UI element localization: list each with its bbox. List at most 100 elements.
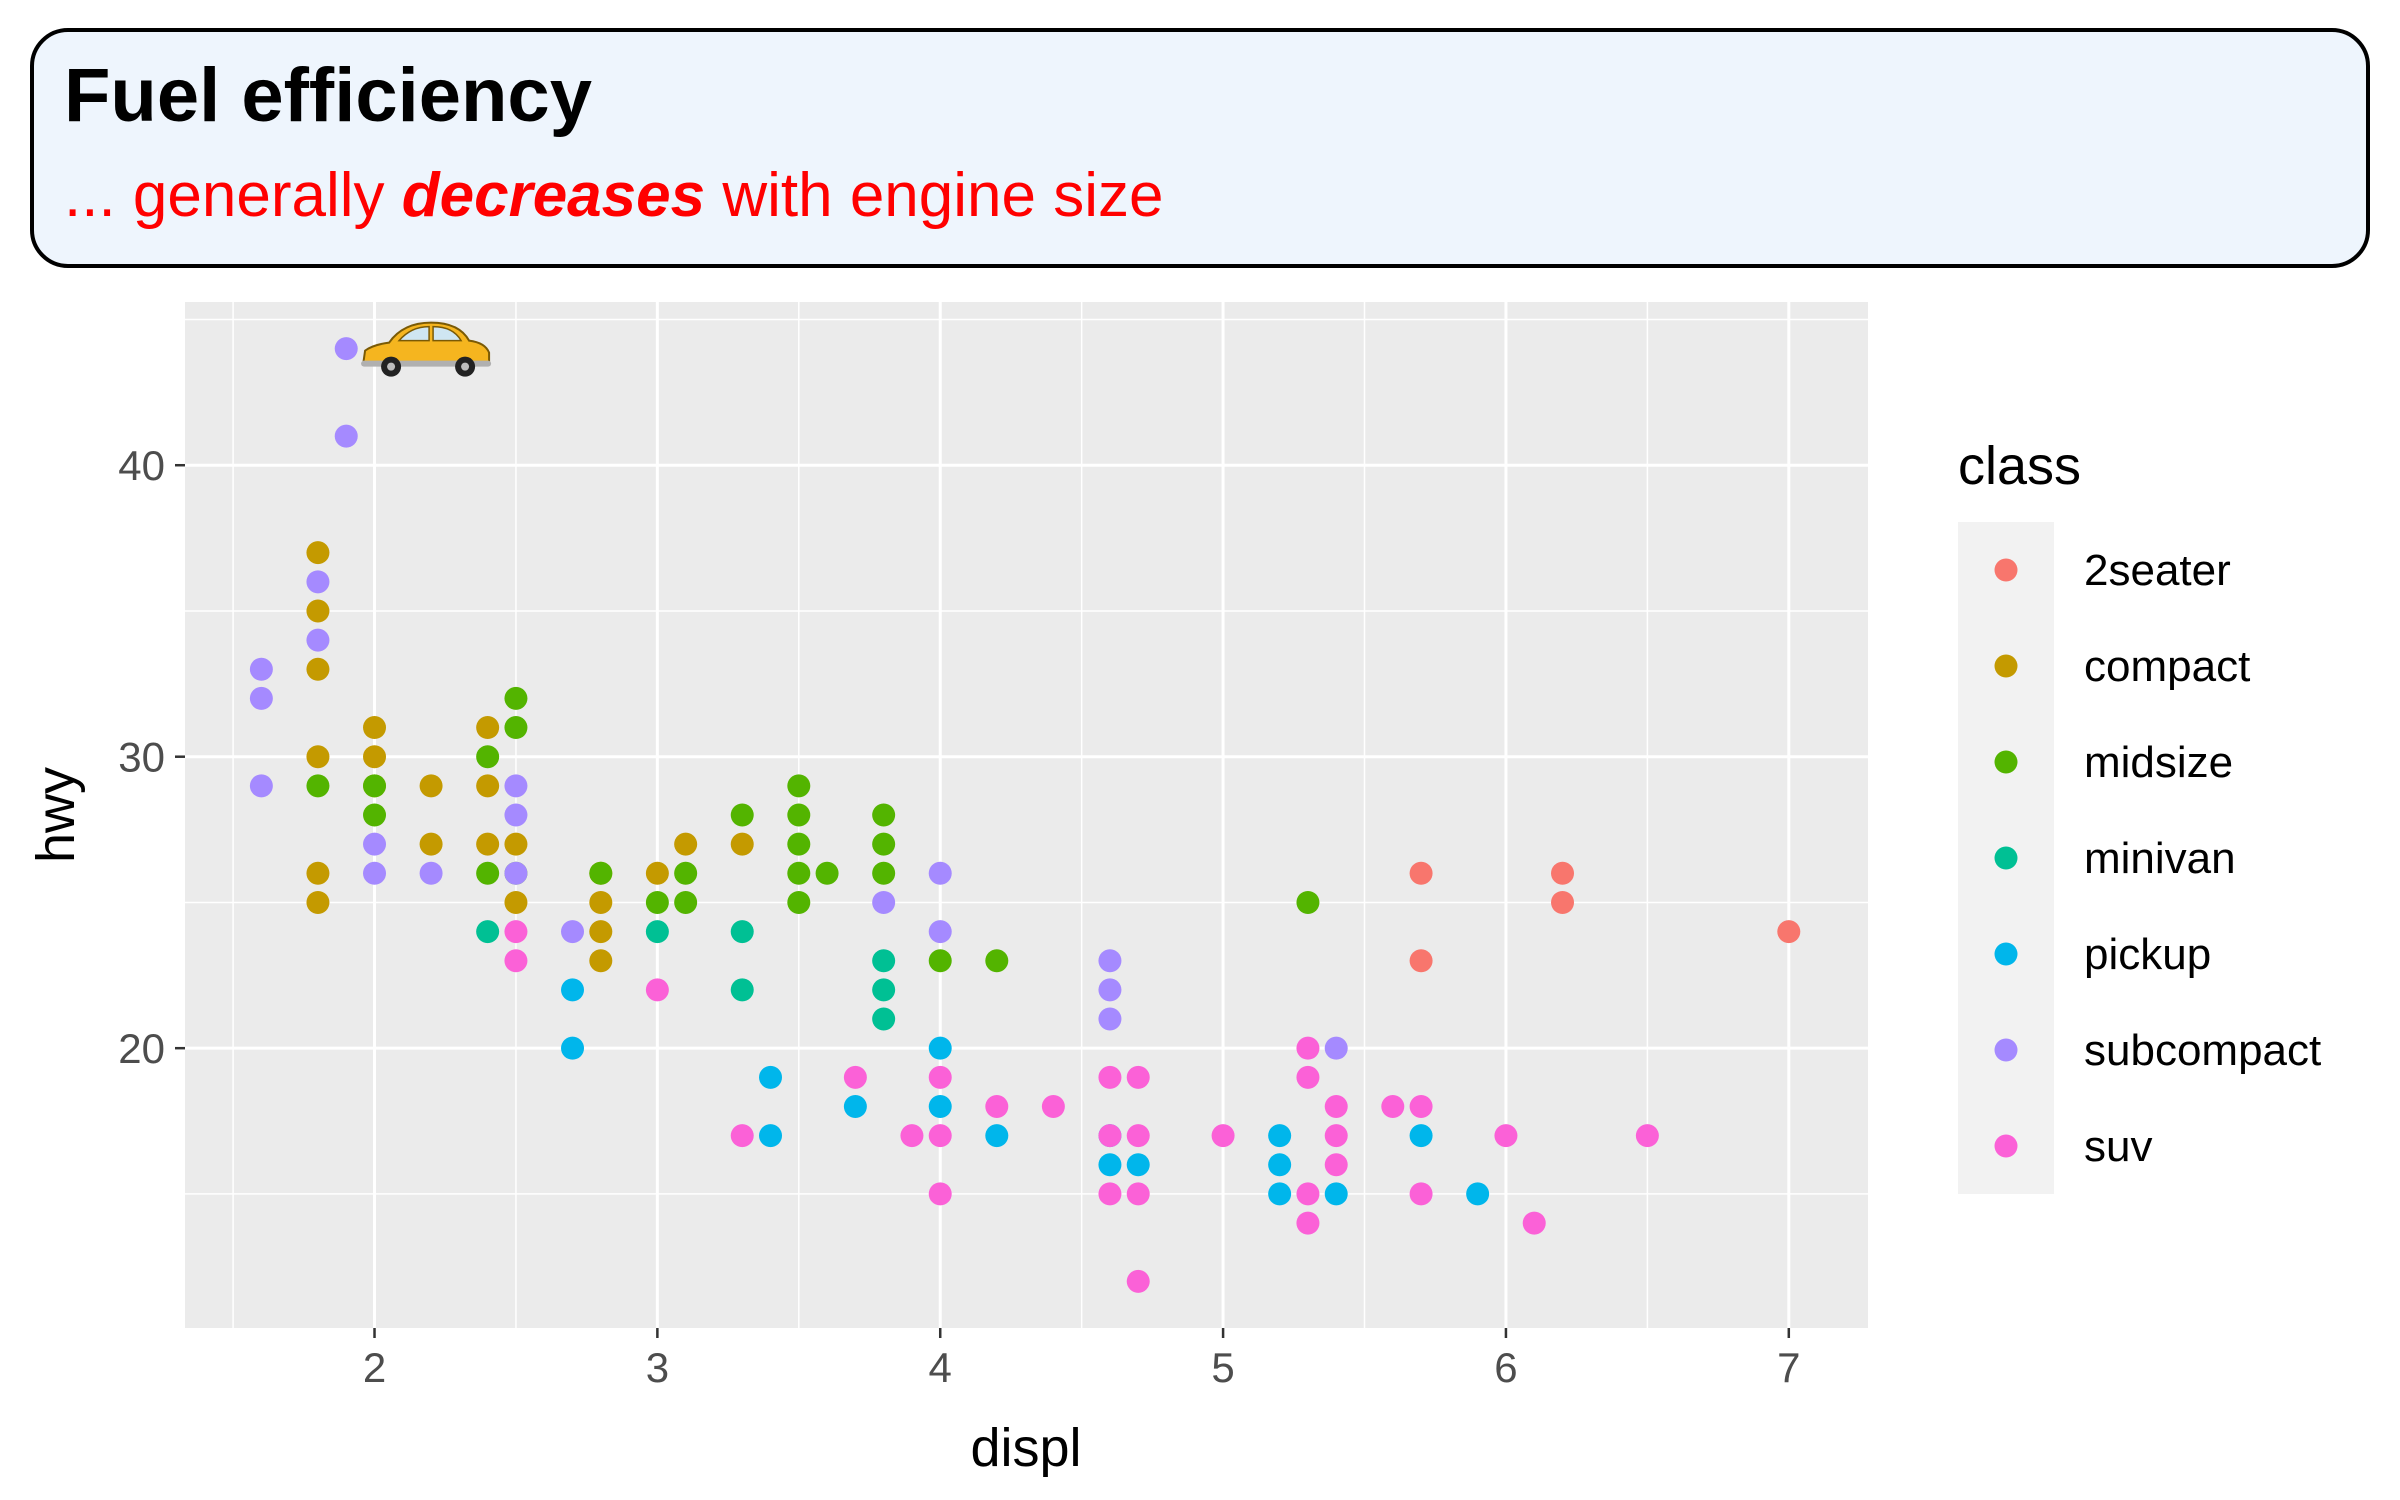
data-point-subcompact <box>1098 949 1122 973</box>
annotation-layer <box>361 321 492 377</box>
subtitle-prefix: ... generally <box>64 161 402 230</box>
data-point-subcompact <box>928 861 952 885</box>
data-point-minivan <box>872 1007 896 1031</box>
legend-key-compact <box>1994 654 2018 678</box>
data-point-pickup <box>1268 1124 1292 1148</box>
x-axis-title: displ <box>970 1418 1081 1478</box>
legend-label-suv: suv <box>2084 1122 2152 1171</box>
data-point-suv <box>1522 1211 1546 1235</box>
data-point-midsize <box>363 803 387 827</box>
data-point-suv <box>1098 1124 1122 1148</box>
legend-label-minivan: minivan <box>2084 834 2236 883</box>
grid-lines <box>185 302 1868 1328</box>
data-point-suv <box>1041 1094 1065 1118</box>
data-point-suv <box>1126 1065 1150 1089</box>
data-point-subcompact <box>306 628 330 652</box>
data-point-subcompact <box>561 920 585 944</box>
data-point-compact <box>674 832 698 856</box>
data-point-midsize <box>787 803 811 827</box>
legend-label-compact: compact <box>2084 642 2250 691</box>
y-tick-label: 40 <box>118 442 165 489</box>
data-point-suv <box>985 1094 1009 1118</box>
data-point-suv <box>730 1124 754 1148</box>
data-point-midsize <box>504 686 528 710</box>
data-point-subcompact <box>504 861 528 885</box>
data-point-pickup <box>928 1036 952 1060</box>
data-point-compact <box>645 861 669 885</box>
data-point-compact <box>363 716 387 740</box>
data-point-2seater <box>1777 920 1801 944</box>
data-point-midsize <box>787 861 811 885</box>
data-point-midsize <box>306 774 330 798</box>
data-point-midsize <box>363 774 387 798</box>
data-point-compact <box>419 832 443 856</box>
data-point-subcompact <box>306 570 330 594</box>
data-point-subcompact <box>1324 1036 1348 1060</box>
data-point-suv <box>1635 1124 1659 1148</box>
data-point-suv <box>900 1124 924 1148</box>
data-point-suv <box>1126 1124 1150 1148</box>
data-point-minivan <box>730 978 754 1002</box>
data-point-pickup <box>843 1094 867 1118</box>
data-point-midsize <box>872 861 896 885</box>
legend-label-pickup: pickup <box>2084 930 2211 979</box>
subtitle-emphasis: decreases <box>401 161 706 230</box>
data-point-subcompact <box>249 686 273 710</box>
data-point-suv <box>1296 1182 1320 1206</box>
y-axis-title: hwy <box>26 767 86 863</box>
data-point-suv <box>1381 1094 1405 1118</box>
car-icon <box>361 321 492 377</box>
data-point-midsize <box>476 745 500 769</box>
data-point-minivan <box>476 920 500 944</box>
data-point-pickup <box>928 1094 952 1118</box>
data-point-compact <box>306 541 330 565</box>
data-point-2seater <box>1409 949 1433 973</box>
data-point-minivan <box>872 949 896 973</box>
data-point-suv <box>1126 1269 1150 1293</box>
data-point-suv <box>504 949 528 973</box>
x-tick-label: 3 <box>646 1344 669 1391</box>
data-point-subcompact <box>363 832 387 856</box>
x-tick-label: 5 <box>1211 1344 1234 1391</box>
data-point-subcompact <box>249 657 273 681</box>
legend-label-midsize: midsize <box>2084 738 2233 787</box>
legend: class 2seater compact midsize minivan pickup… <box>1958 436 2321 1194</box>
data-point-suv <box>843 1065 867 1089</box>
data-point-compact <box>589 920 613 944</box>
data-point-midsize <box>872 803 896 827</box>
data-point-midsize <box>476 861 500 885</box>
data-point-compact <box>476 716 500 740</box>
data-point-minivan <box>872 978 896 1002</box>
x-tick-label: 7 <box>1777 1344 1800 1391</box>
data-point-subcompact <box>334 424 358 448</box>
data-point-midsize <box>928 949 952 973</box>
data-point-midsize <box>1296 890 1320 914</box>
legend-key-midsize <box>1994 750 2018 774</box>
data-point-suv <box>504 920 528 944</box>
data-point-pickup <box>561 978 585 1002</box>
data-point-suv <box>1126 1182 1150 1206</box>
data-point-midsize <box>674 861 698 885</box>
legend-title: class <box>1958 436 2081 496</box>
data-point-minivan <box>730 920 754 944</box>
legend-key-minivan <box>1994 846 2018 870</box>
data-point-suv <box>928 1124 952 1148</box>
data-point-compact <box>476 774 500 798</box>
data-point-suv <box>1296 1036 1320 1060</box>
data-point-compact <box>504 890 528 914</box>
data-point-minivan <box>645 920 669 944</box>
plot-panel <box>185 302 1868 1328</box>
legend-key-pickup <box>1994 942 2018 966</box>
data-point-2seater <box>1409 861 1433 885</box>
data-point-suv <box>1296 1211 1320 1235</box>
data-point-midsize <box>787 832 811 856</box>
data-point-compact <box>730 832 754 856</box>
x-tick-label: 4 <box>929 1344 952 1391</box>
data-point-compact <box>589 890 613 914</box>
data-point-pickup <box>1466 1182 1490 1206</box>
data-point-midsize <box>815 861 839 885</box>
title-box: Fuel efficiency ... generally decreases … <box>30 28 2370 268</box>
data-point-pickup <box>1409 1124 1433 1148</box>
data-point-suv <box>1098 1065 1122 1089</box>
